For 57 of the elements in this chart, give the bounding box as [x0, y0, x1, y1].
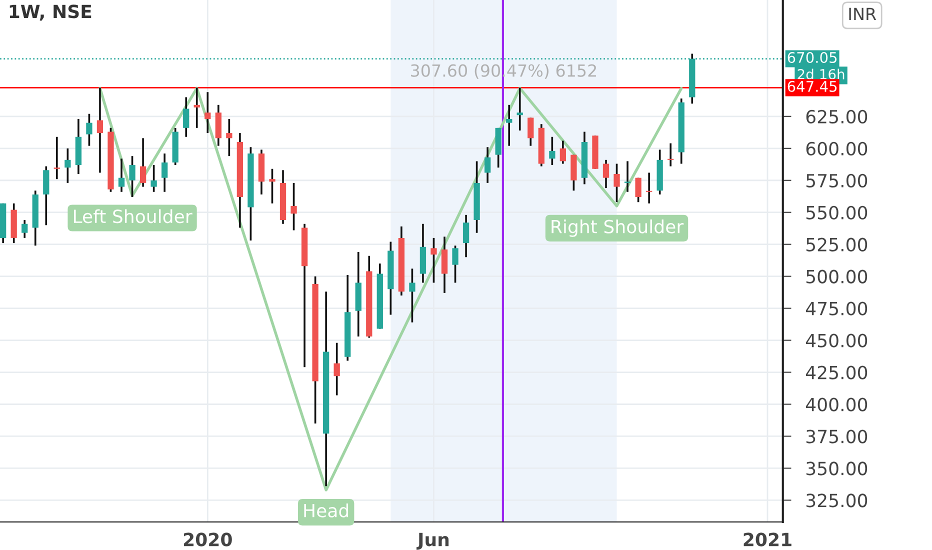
y-tick-label: 425.00 — [806, 366, 868, 380]
y-tick-label: 475.00 — [806, 302, 868, 316]
x-tick-label: 2020 — [184, 532, 232, 546]
annotation: Head — [304, 503, 348, 518]
candlestick — [452, 244, 458, 284]
candlestick — [506, 104, 512, 147]
candlestick — [484, 146, 491, 184]
candlestick — [162, 152, 168, 193]
candlestick — [150, 164, 157, 193]
candlestick — [226, 118, 232, 157]
candlestick — [614, 162, 620, 204]
candlestick — [269, 168, 276, 204]
candlestick — [86, 112, 92, 147]
candlestick — [194, 86, 200, 129]
candlestick — [183, 96, 190, 138]
x-tick-label: 2021 — [744, 532, 792, 546]
candlestick — [646, 172, 652, 204]
candlestick — [64, 147, 71, 184]
y-tick-label: 325.00 — [806, 494, 868, 508]
text: 2d 16h — [798, 68, 844, 80]
candlestick — [602, 159, 610, 189]
x-tick-label: Jun — [416, 532, 449, 550]
y-tick-label: 450.00 — [806, 334, 868, 348]
candlestick — [624, 160, 631, 193]
candlestick — [54, 136, 60, 180]
text: INR — [849, 8, 876, 20]
candlestick — [560, 140, 566, 165]
candlestick — [430, 237, 437, 284]
candlestick — [635, 176, 642, 204]
y-tick-label: 500.00 — [806, 270, 868, 284]
candlestick — [516, 86, 523, 132]
candlestick — [409, 268, 416, 324]
annotation: Right Shoulder — [552, 219, 684, 237]
candlestick — [528, 116, 534, 147]
candlestick — [96, 86, 104, 174]
y-tick-label: 625.00 — [806, 110, 868, 124]
annotation: Left Shoulder — [74, 209, 192, 224]
y-tick-label: 600.00 — [806, 142, 868, 156]
y-tick-label: 375.00 — [806, 430, 868, 444]
candlestick — [118, 158, 125, 193]
y-tick-label: 350.00 — [806, 462, 868, 476]
candlestick — [668, 142, 674, 168]
y-tick-label: 525.00 — [806, 238, 868, 252]
candlestick — [334, 342, 340, 396]
y-tick-label: 400.00 — [806, 398, 868, 412]
candlestick — [22, 219, 28, 239]
ref-line-label: 647.45 — [788, 80, 837, 92]
candlestick — [140, 137, 146, 188]
candlestick — [290, 182, 297, 232]
ref-line-label: 670.05 — [788, 52, 837, 64]
candlestick — [549, 136, 556, 166]
candlestick — [129, 155, 136, 198]
candlestick — [462, 214, 470, 258]
candlestick — [204, 91, 211, 134]
y-tick-label: 575.00 — [806, 174, 868, 188]
y-tick-label: 550.00 — [806, 206, 868, 220]
chart-title: 1W, NSE — [10, 4, 92, 21]
